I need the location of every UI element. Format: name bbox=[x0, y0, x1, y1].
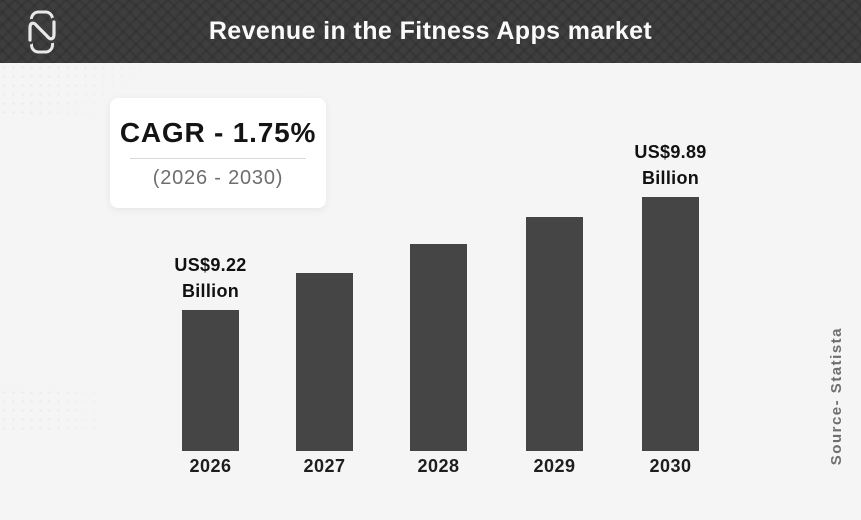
divider bbox=[130, 157, 306, 159]
x-axis-label-2028: 2028 bbox=[417, 456, 460, 476]
phone-n-logo-icon bbox=[25, 10, 59, 54]
halftone-pattern bbox=[0, 388, 140, 436]
x-axis-label-2027: 2027 bbox=[303, 456, 346, 476]
bar-value-label-2026: US$9.22 Billion bbox=[141, 252, 281, 304]
x-axis-label-2030: 2030 bbox=[649, 456, 692, 476]
header-bar: Revenue in the Fitness Apps market bbox=[0, 0, 861, 63]
bar-2028 bbox=[410, 244, 467, 451]
cagr-value: CAGR - 1.75% bbox=[119, 116, 317, 148]
bar-2027 bbox=[296, 273, 353, 451]
bar-2029 bbox=[526, 217, 583, 451]
x-axis-label-2029: 2029 bbox=[533, 456, 576, 476]
bar-value-line: Billion bbox=[641, 168, 700, 188]
bar-value-line: US$9.22 bbox=[174, 255, 247, 275]
source-note: Source- Statista bbox=[828, 326, 845, 465]
bar-2030 bbox=[642, 197, 699, 451]
page-title: Revenue in the Fitness Apps market bbox=[208, 17, 653, 45]
bar-2026 bbox=[182, 310, 239, 451]
bar-value-label-2030: US$9.89 Billion bbox=[601, 139, 741, 191]
bar-value-line: Billion bbox=[181, 281, 240, 301]
cagr-card: CAGR - 1.75% (2026 - 2030) bbox=[110, 98, 326, 208]
cagr-period: (2026 - 2030) bbox=[152, 166, 284, 189]
bar-value-line: US$9.89 bbox=[634, 142, 707, 162]
x-axis-label-2026: 2026 bbox=[189, 456, 232, 476]
